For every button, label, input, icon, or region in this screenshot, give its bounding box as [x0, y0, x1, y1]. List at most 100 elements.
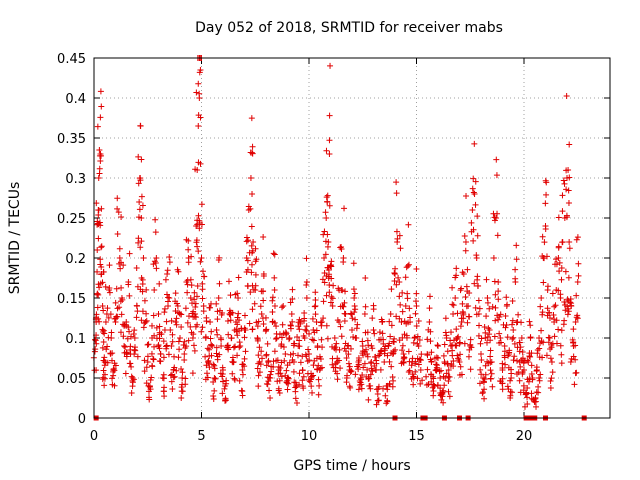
data-point: [296, 337, 303, 344]
data-point: [255, 352, 262, 359]
data-point: [455, 333, 462, 340]
data-point: [287, 325, 294, 332]
data-point: [242, 348, 249, 355]
data-point: [292, 388, 299, 395]
data-point: [437, 375, 444, 381]
data-point: [141, 297, 148, 304]
data-point: [352, 334, 359, 341]
data-point: [463, 303, 470, 310]
data-point: [178, 323, 185, 330]
data-point: [511, 353, 518, 360]
data-point: [282, 351, 289, 357]
data-point: [526, 318, 533, 325]
data-point: [359, 371, 366, 378]
data-point: [249, 191, 256, 197]
data-point: [395, 274, 402, 281]
data-point: [312, 296, 319, 303]
data-point: [299, 377, 306, 384]
data-point: [245, 237, 252, 244]
data-point: [312, 303, 319, 309]
data-point: [309, 336, 316, 343]
data-point: [114, 231, 121, 237]
data-point: [512, 266, 519, 273]
data-point: [103, 346, 110, 353]
data-point: [539, 233, 546, 240]
data-point: [133, 302, 140, 309]
data-point: [413, 323, 420, 330]
data-point: [361, 311, 368, 317]
data-point: [173, 315, 180, 322]
data-point: [390, 338, 397, 345]
data-point: [341, 310, 348, 317]
data-point: [391, 270, 398, 277]
data-point: [244, 266, 251, 273]
data-point: [211, 365, 218, 372]
data-point: [405, 221, 412, 228]
data-point: [277, 364, 284, 371]
data-point: [572, 342, 579, 349]
data-point: [204, 374, 211, 381]
data-point: [206, 364, 213, 371]
data-point: [326, 202, 333, 209]
data-point: [169, 385, 176, 392]
data-point: [454, 335, 461, 341]
data-point: [414, 340, 421, 347]
data-point: [260, 272, 267, 279]
data-point: [453, 265, 460, 272]
data-point: [124, 335, 131, 342]
data-point: [477, 366, 484, 373]
data-point: [467, 366, 474, 373]
data-point: [202, 333, 209, 340]
data-point: [450, 302, 457, 309]
data-point: [208, 328, 215, 335]
data-point: [184, 319, 191, 326]
data-point: [303, 353, 310, 360]
data-point: [183, 343, 190, 350]
data-point: [275, 363, 282, 370]
data-point: [128, 333, 135, 340]
data-point: [267, 371, 274, 378]
data-point: [112, 362, 119, 369]
data-point: [210, 361, 217, 368]
data-point: [326, 281, 333, 288]
data-point: [439, 389, 446, 396]
data-point: [120, 333, 127, 340]
data-point: [221, 385, 228, 392]
data-point: [551, 316, 558, 323]
data-point: [507, 392, 514, 399]
data-point: [207, 319, 214, 325]
data-point: [527, 322, 534, 329]
data-point: [543, 253, 550, 260]
data-point: [457, 351, 464, 358]
data-point: [95, 315, 102, 322]
data-point: [476, 380, 483, 387]
data-point: [166, 254, 173, 261]
data-point: [274, 378, 281, 385]
data-point: [435, 355, 441, 362]
data-point: [321, 255, 328, 261]
data-point: [242, 327, 249, 334]
data-point: [161, 305, 168, 312]
data-point: [564, 303, 571, 310]
x-tick-label: 20: [516, 429, 533, 444]
data-point: [254, 365, 261, 372]
data-point: [505, 352, 512, 359]
data-point: [312, 311, 319, 318]
data-point: [482, 335, 489, 341]
data-point: [227, 292, 234, 299]
data-point: [406, 305, 413, 312]
data-point: [156, 323, 163, 330]
data-point: [558, 327, 565, 334]
data-point: [248, 269, 255, 276]
data-point: [138, 317, 145, 324]
data-point: [175, 268, 182, 275]
data-point: [388, 363, 395, 370]
data-point: [400, 359, 407, 366]
data-point: [163, 342, 170, 349]
data-point: [546, 314, 553, 321]
data-point: [358, 376, 365, 383]
data-point: [260, 297, 267, 304]
data-point: [563, 167, 570, 174]
x-tick-label: 15: [408, 429, 425, 444]
data-point: [326, 151, 333, 157]
